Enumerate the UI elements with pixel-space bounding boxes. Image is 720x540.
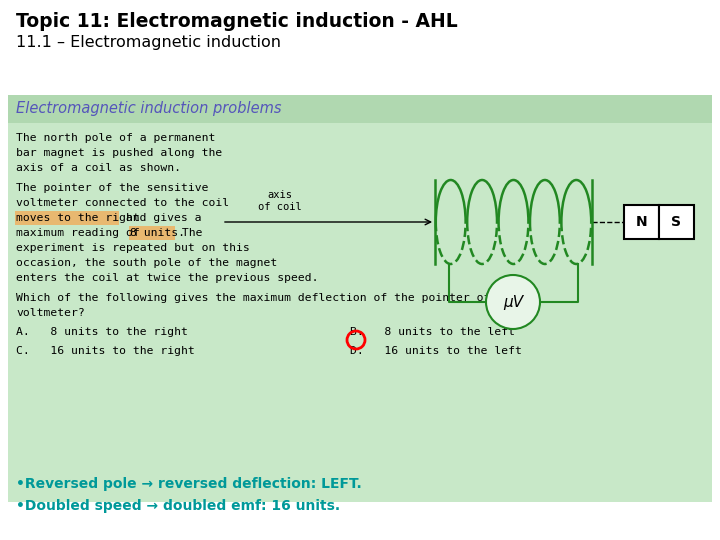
Text: and gives a: and gives a [119,213,202,223]
Text: bar magnet is pushed along the: bar magnet is pushed along the [16,148,222,158]
Text: B.   8 units to the left: B. 8 units to the left [350,327,515,337]
Text: occasion, the south pole of the magnet: occasion, the south pole of the magnet [16,258,277,268]
Text: D.   16 units to the left: D. 16 units to the left [350,346,522,356]
Text: maximum reading of: maximum reading of [16,228,147,238]
FancyBboxPatch shape [624,205,659,239]
Text: μV: μV [503,294,523,309]
FancyBboxPatch shape [659,205,694,239]
Text: The pointer of the sensitive: The pointer of the sensitive [16,183,209,193]
Text: A.   8 units to the right: A. 8 units to the right [16,327,188,337]
Text: C.   16 units to the right: C. 16 units to the right [16,346,194,356]
Text: voltmeter connected to the coil: voltmeter connected to the coil [16,198,229,208]
Text: Topic 11: Electromagnetic induction - AHL: Topic 11: Electromagnetic induction - AH… [16,12,458,31]
FancyBboxPatch shape [0,0,720,95]
Text: enters the coil at twice the previous speed.: enters the coil at twice the previous sp… [16,273,318,283]
Text: 8 units.: 8 units. [130,228,185,238]
FancyBboxPatch shape [15,211,119,225]
Text: Electromagnetic induction problems: Electromagnetic induction problems [16,102,282,117]
Text: The north pole of a permanent: The north pole of a permanent [16,133,215,143]
Circle shape [486,275,540,329]
Text: N: N [636,215,647,229]
Text: The: The [175,228,202,238]
Text: axis
of coil: axis of coil [258,191,302,212]
Text: axis of a coil as shown.: axis of a coil as shown. [16,163,181,173]
Text: experiment is repeated but on this: experiment is repeated but on this [16,243,250,253]
Text: •Reversed pole → reversed deflection: LEFT.: •Reversed pole → reversed deflection: LE… [16,477,361,491]
Text: moves to the right: moves to the right [16,213,140,223]
FancyBboxPatch shape [8,95,712,123]
Text: •Doubled speed → doubled emf: 16 units.: •Doubled speed → doubled emf: 16 units. [16,499,340,513]
Text: S: S [672,215,682,229]
Text: Which of the following gives the maximum deflection of the pointer of the: Which of the following gives the maximum… [16,293,518,303]
FancyBboxPatch shape [8,95,712,502]
FancyBboxPatch shape [129,226,175,240]
Text: voltmeter?: voltmeter? [16,308,85,318]
Text: 11.1 – Electromagnetic induction: 11.1 – Electromagnetic induction [16,35,281,50]
